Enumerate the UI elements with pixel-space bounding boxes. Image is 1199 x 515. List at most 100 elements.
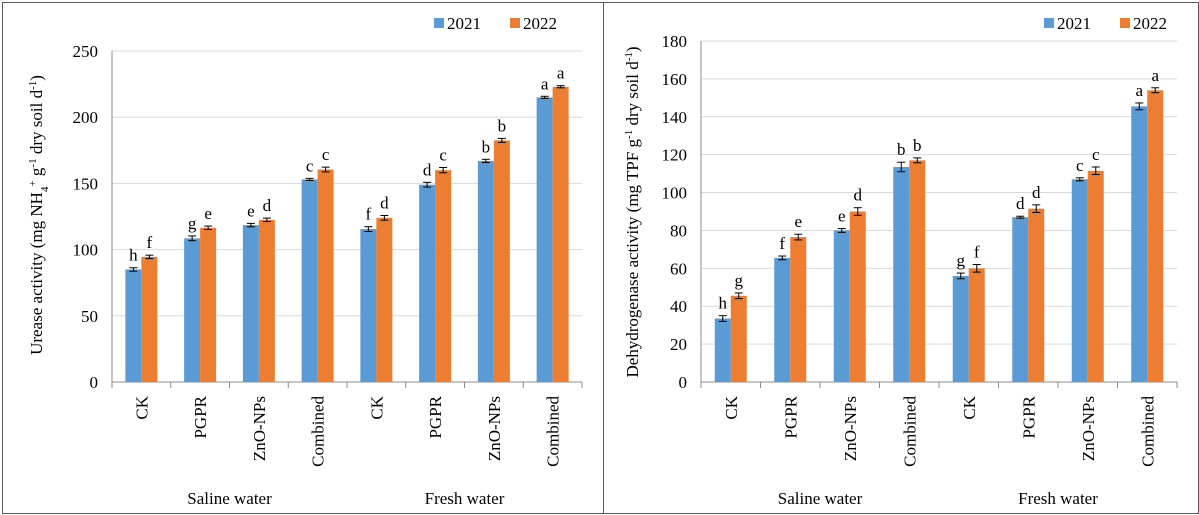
- legend-swatch-2021: [434, 18, 444, 28]
- y-tick-label: 160: [662, 70, 688, 89]
- bar-2021-5: [1012, 217, 1029, 382]
- y-axis-title-part: -1: [27, 158, 39, 167]
- bar-2021-2: [242, 225, 259, 382]
- bar-2021-3: [893, 166, 910, 382]
- y-axis-title-part: g: [27, 167, 46, 180]
- bar-2022-1: [200, 227, 217, 382]
- significance-letter: a: [1151, 66, 1159, 85]
- significance-letter: a: [541, 74, 549, 93]
- y-tick-label: 20: [670, 335, 687, 354]
- bar-2021-6: [477, 160, 494, 382]
- significance-letter: a: [557, 64, 565, 83]
- dehydrogenase-chart-panel: 020406080100120140160180hfebgdcagedbfdca…: [603, 2, 1199, 514]
- group-label: Saline water: [187, 489, 272, 508]
- significance-letter: b: [482, 137, 491, 156]
- legend-label: 2021: [447, 14, 481, 33]
- bar-2021-0: [125, 269, 142, 382]
- bar-2022-7: [1147, 90, 1164, 382]
- bar-2021-1: [184, 238, 201, 382]
- y-axis-title-part: dry soil d: [623, 61, 642, 130]
- y-tick-label: 100: [662, 184, 688, 203]
- significance-letter: h: [129, 246, 138, 265]
- y-axis-title-part: dry soil d: [27, 89, 46, 158]
- y-tick-label: 40: [670, 297, 687, 316]
- x-category-label: PGPR: [191, 395, 210, 438]
- y-axis-title-part: -1: [623, 52, 635, 61]
- y-tick-label: 100: [73, 241, 99, 260]
- significance-letter: e: [794, 212, 802, 231]
- significance-letter: e: [247, 201, 255, 220]
- y-tick-label: 80: [670, 221, 687, 240]
- significance-letter: b: [897, 140, 906, 159]
- x-category-label: ZnO-NPs: [841, 396, 860, 461]
- y-tick-label: 250: [73, 42, 99, 61]
- x-category-label: CK: [722, 395, 741, 419]
- bar-2021-5: [419, 184, 436, 382]
- significance-letter: f: [974, 243, 980, 262]
- significance-letter: f: [366, 205, 372, 224]
- significance-letter: g: [735, 271, 744, 290]
- y-axis-title-part: Dehydrogenase activity (mg TPF g: [623, 138, 642, 377]
- x-category-label: PGPR: [1019, 395, 1038, 438]
- y-tick-label: 0: [679, 373, 688, 392]
- significance-letter: d: [1032, 183, 1041, 202]
- y-tick-label: 50: [81, 307, 98, 326]
- bar-2022-3: [909, 160, 926, 382]
- x-category-label: ZnO-NPs: [250, 396, 269, 461]
- y-tick-label: 60: [670, 259, 687, 278]
- y-tick-label: 0: [90, 373, 99, 392]
- bar-2022-7: [552, 86, 569, 383]
- y-tick-label: 180: [662, 32, 688, 51]
- bar-2022-1: [790, 237, 807, 382]
- bar-2021-2: [833, 230, 850, 382]
- y-axis-title: Dehydrogenase activity (mg TPF g-1 dry s…: [623, 46, 642, 377]
- significance-letter: c: [1076, 156, 1084, 175]
- y-axis-title-part: +: [27, 180, 39, 186]
- x-category-label: Combined: [544, 396, 563, 467]
- legend-label: 2021: [1057, 14, 1091, 33]
- x-category-label: ZnO-NPs: [1079, 396, 1098, 461]
- x-category-label: PGPR: [426, 395, 445, 438]
- significance-letter: d: [380, 193, 389, 212]
- significance-letter: c: [439, 146, 447, 165]
- x-category-label: ZnO-NPs: [485, 396, 504, 461]
- significance-letter: g: [957, 251, 966, 270]
- group-label: Fresh water: [425, 489, 505, 508]
- x-category-label: CK: [960, 395, 979, 419]
- bar-2021-0: [714, 318, 731, 382]
- y-axis-title-part: ): [27, 75, 46, 81]
- y-axis-title-part: -1: [27, 81, 39, 90]
- significance-letter: c: [322, 145, 330, 164]
- significance-letter: h: [719, 294, 728, 313]
- bar-2022-0: [141, 256, 158, 382]
- bar-2021-3: [301, 179, 318, 382]
- significance-letter: g: [188, 214, 197, 233]
- significance-letter: d: [263, 196, 272, 215]
- x-category-label: Combined: [1138, 396, 1157, 467]
- significance-letter: d: [1016, 194, 1025, 213]
- bar-2021-7: [536, 97, 553, 382]
- y-axis-title: Urease activity (mg NH4+ g-1 dry soil d-…: [27, 75, 51, 355]
- significance-letter: b: [913, 136, 922, 155]
- y-tick-label: 140: [662, 108, 688, 127]
- bar-2021-1: [774, 257, 791, 382]
- bar-2021-4: [952, 275, 969, 382]
- y-axis-title-part: Urease activity (mg NH: [27, 192, 46, 355]
- bar-2022-2: [258, 219, 275, 382]
- bar-2022-4: [376, 217, 393, 382]
- bar-2022-4: [968, 268, 985, 382]
- bar-2021-7: [1131, 106, 1148, 382]
- bar-2022-5: [435, 170, 452, 382]
- y-axis-title-part: -1: [623, 130, 635, 139]
- bar-2021-4: [360, 229, 377, 382]
- x-category-label: CK: [367, 395, 386, 419]
- significance-letter: d: [423, 160, 432, 179]
- bar-2022-2: [849, 211, 866, 382]
- y-axis-title-part: ): [623, 46, 642, 52]
- x-category-label: Combined: [309, 396, 328, 467]
- y-tick-label: 120: [662, 146, 688, 165]
- legend-swatch-2021: [1044, 18, 1054, 28]
- bar-2022-0: [730, 295, 747, 382]
- bar-2022-6: [493, 140, 510, 382]
